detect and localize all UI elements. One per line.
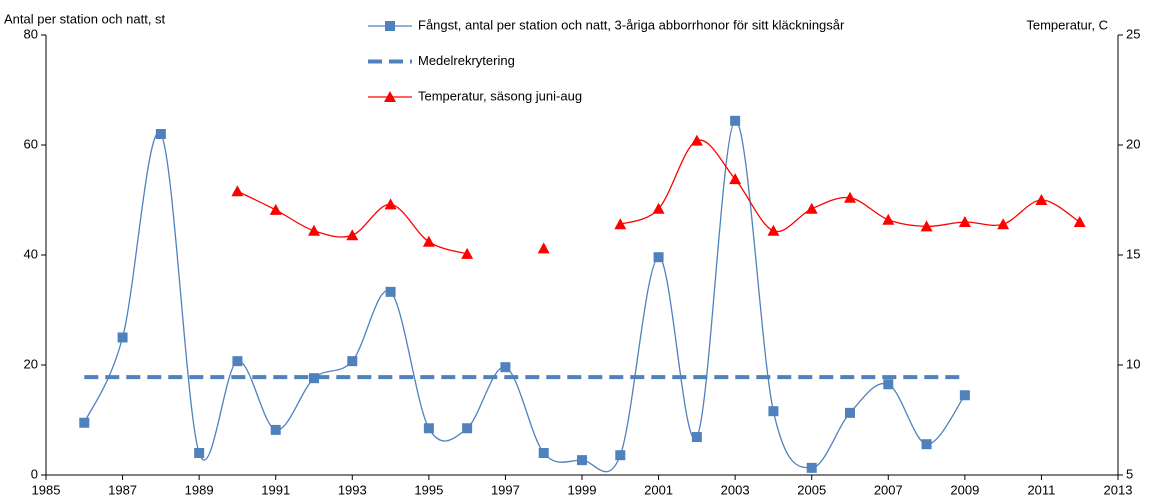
point	[232, 356, 243, 367]
point	[384, 198, 397, 210]
x-tick-label: 2009	[950, 482, 979, 497]
y2-tick-label: 10	[1126, 356, 1140, 371]
legend-label: Temperatur, säsong juni-aug	[418, 88, 582, 103]
legend-marker	[385, 21, 395, 31]
x-tick-label: 1997	[491, 482, 520, 497]
point	[806, 462, 817, 473]
point	[231, 185, 244, 197]
series-line	[620, 139, 1081, 233]
point	[155, 129, 166, 139]
point	[461, 247, 474, 259]
point	[423, 423, 434, 434]
point	[537, 242, 550, 254]
point	[652, 202, 665, 214]
x-tick-label: 2007	[874, 482, 903, 497]
point	[615, 450, 626, 461]
x-tick-label: 1991	[261, 482, 290, 497]
point	[308, 224, 320, 236]
legend-label: Fångst, antal per station och natt, 3-år…	[418, 17, 845, 32]
point	[194, 448, 205, 458]
y2-tick-label: 5	[1126, 466, 1133, 481]
point	[269, 203, 282, 215]
point	[767, 224, 780, 236]
point	[270, 424, 281, 435]
point	[385, 286, 396, 297]
y-tick-label: 60	[24, 136, 38, 151]
y-tick-label: 80	[24, 26, 38, 41]
point	[79, 417, 90, 428]
x-tick-label: 2011	[1027, 482, 1055, 497]
point	[768, 406, 779, 417]
y2-tick-label: 25	[1126, 26, 1140, 41]
x-tick-label: 1993	[338, 482, 367, 497]
series-line	[83, 120, 966, 473]
point	[462, 423, 473, 434]
x-tick-label: 1999	[568, 482, 597, 497]
point	[921, 439, 932, 450]
y-tick-label: 20	[24, 356, 38, 371]
y2-tick-label: 20	[1126, 136, 1140, 151]
x-tick-label: 2005	[797, 482, 826, 497]
point	[958, 216, 971, 227]
point	[347, 356, 358, 367]
y-tick-label: 0	[31, 466, 38, 481]
x-tick-label: 2013	[1104, 482, 1133, 497]
point	[844, 191, 856, 203]
point	[422, 235, 435, 247]
y-axis-title: Antal per station och natt, st	[4, 11, 166, 26]
point	[117, 332, 128, 343]
y-tick-label: 40	[24, 246, 38, 261]
point	[653, 252, 664, 263]
legend-marker	[384, 91, 396, 102]
x-tick-label: 1989	[185, 482, 214, 497]
legend-label: Medelrekrytering	[418, 53, 515, 68]
point	[691, 432, 702, 443]
point	[1035, 194, 1048, 205]
point	[883, 379, 894, 390]
point	[729, 173, 742, 185]
y2-tick-label: 15	[1126, 246, 1140, 261]
point	[346, 229, 359, 241]
point	[614, 218, 627, 230]
point	[845, 407, 855, 418]
x-tick-label: 1985	[32, 482, 61, 497]
point	[577, 455, 587, 466]
point	[500, 362, 511, 373]
point	[997, 218, 1010, 230]
point	[805, 202, 818, 214]
point	[959, 390, 970, 401]
point	[690, 134, 703, 146]
point	[920, 220, 933, 232]
x-tick-label: 1987	[108, 482, 137, 497]
x-tick-label: 2001	[644, 482, 673, 497]
point	[730, 115, 741, 126]
point	[309, 373, 319, 384]
x-tick-label: 2003	[721, 482, 750, 497]
x-tick-label: 1995	[414, 482, 443, 497]
point	[882, 213, 895, 225]
point	[538, 448, 549, 458]
y2-axis-title: Temperatur, C	[1026, 17, 1108, 32]
point	[1073, 216, 1086, 227]
